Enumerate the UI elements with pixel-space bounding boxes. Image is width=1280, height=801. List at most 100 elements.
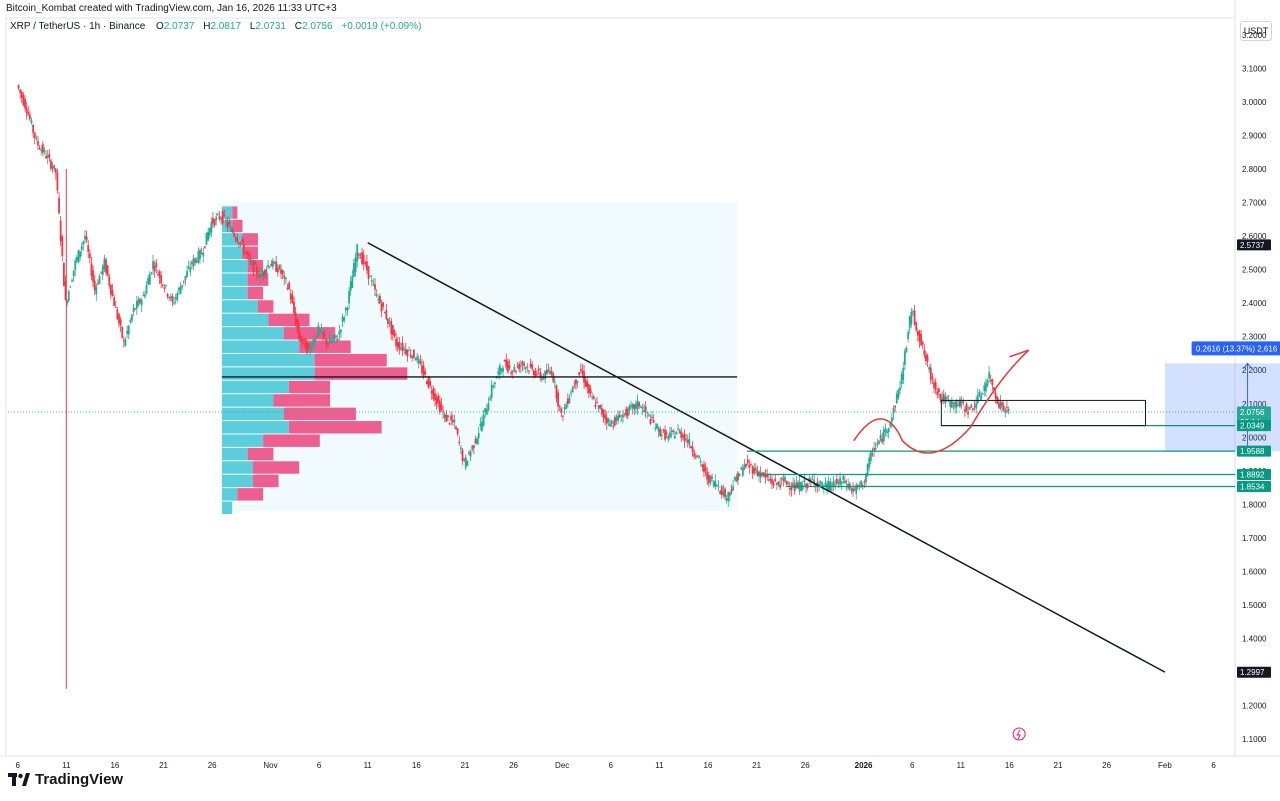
- axis-label-4: 1.8892: [1237, 468, 1271, 480]
- candle: [40, 145, 43, 156]
- candle: [677, 424, 679, 431]
- candle-body: [268, 266, 271, 268]
- candle: [638, 401, 641, 409]
- currency-button[interactable]: USDT: [1240, 21, 1272, 41]
- candle-body: [855, 484, 858, 494]
- candle: [991, 378, 994, 391]
- candle-body: [570, 392, 572, 394]
- x-tick-13: 11: [655, 761, 664, 770]
- candle-body: [562, 415, 564, 417]
- tradingview-logo[interactable]: TradingView: [8, 771, 123, 788]
- candle: [411, 355, 414, 362]
- candle-body: [631, 403, 634, 409]
- candle-body: [873, 448, 875, 451]
- candle: [299, 332, 302, 343]
- candle-body: [552, 373, 555, 382]
- candle: [805, 482, 807, 493]
- x-tick-11: Dec: [555, 761, 569, 770]
- candle: [417, 355, 420, 369]
- candle: [106, 265, 109, 277]
- vp-up-bar-5: [221, 434, 264, 447]
- candle: [148, 271, 151, 285]
- candle-body: [437, 395, 440, 403]
- candle-body: [563, 407, 566, 410]
- candle: [656, 422, 658, 430]
- candle: [550, 366, 553, 377]
- y-tick-4: 2.8000: [1242, 165, 1267, 174]
- candle: [506, 358, 509, 374]
- candle: [782, 473, 785, 487]
- candle: [912, 308, 914, 317]
- candle-body: [296, 318, 299, 329]
- candle: [32, 123, 35, 138]
- candle: [494, 381, 496, 389]
- candle-body: [445, 414, 448, 422]
- candle: [879, 429, 882, 442]
- candle-body: [1001, 402, 1003, 406]
- candle: [348, 287, 350, 310]
- candle: [80, 242, 83, 257]
- candle: [210, 217, 213, 238]
- candle: [873, 441, 875, 458]
- candle-body: [451, 420, 454, 423]
- candle-body: [176, 293, 179, 301]
- candle-body: [532, 371, 535, 376]
- candle-body: [782, 479, 785, 481]
- candle: [513, 364, 516, 373]
- vp-up-bar-6: [221, 421, 289, 434]
- candle: [161, 283, 164, 288]
- projection-label-bg: [1191, 341, 1280, 356]
- candle: [696, 454, 699, 458]
- candle: [955, 398, 958, 414]
- candle-body: [839, 477, 841, 485]
- vp-down-bar-6: [288, 421, 382, 434]
- symbol-title[interactable]: XRP / TetherUS · 1h · Binance: [10, 21, 146, 32]
- candle: [98, 273, 101, 284]
- candle-body: [579, 368, 582, 371]
- candle: [100, 271, 103, 275]
- candle: [903, 348, 906, 371]
- candle-body: [678, 430, 681, 434]
- candle: [315, 335, 318, 339]
- candle-body: [874, 447, 877, 449]
- candle-body: [537, 368, 540, 371]
- candle-body: [184, 275, 187, 281]
- candle-body: [942, 394, 945, 402]
- candle: [644, 401, 647, 418]
- symbol-ohlc-line[interactable]: XRP / TetherUS · 1h · Binance O2.0737 H2…: [10, 21, 427, 32]
- candle-body: [933, 382, 935, 388]
- candle-body: [485, 409, 488, 415]
- candle: [586, 377, 589, 394]
- candle: [51, 162, 54, 173]
- candle-body: [249, 258, 252, 261]
- candle: [440, 398, 443, 412]
- candle-body: [623, 413, 626, 415]
- candle: [573, 380, 576, 389]
- candle: [280, 264, 282, 279]
- candle-body: [515, 370, 517, 372]
- y-tick-18: 1.4000: [1242, 635, 1267, 644]
- candle-body: [644, 406, 647, 412]
- candle-body: [941, 397, 944, 400]
- candle: [90, 256, 93, 280]
- candle: [118, 312, 120, 328]
- candle: [327, 342, 329, 348]
- y-tick-1: 3.1000: [1242, 64, 1267, 73]
- candle-body: [306, 342, 308, 353]
- candle-body: [711, 476, 713, 479]
- candle-body: [916, 331, 919, 336]
- candle: [894, 404, 897, 413]
- candle-body: [939, 393, 942, 400]
- candle: [578, 371, 581, 376]
- candle: [242, 238, 245, 257]
- candle-body: [97, 283, 99, 285]
- candle-body: [72, 270, 75, 277]
- candle-body: [121, 326, 124, 338]
- candle-body: [228, 221, 231, 225]
- candle-body: [286, 287, 289, 289]
- candle-body: [142, 295, 145, 297]
- candle-body: [20, 92, 23, 98]
- candle-body: [489, 398, 491, 400]
- candle: [189, 261, 192, 277]
